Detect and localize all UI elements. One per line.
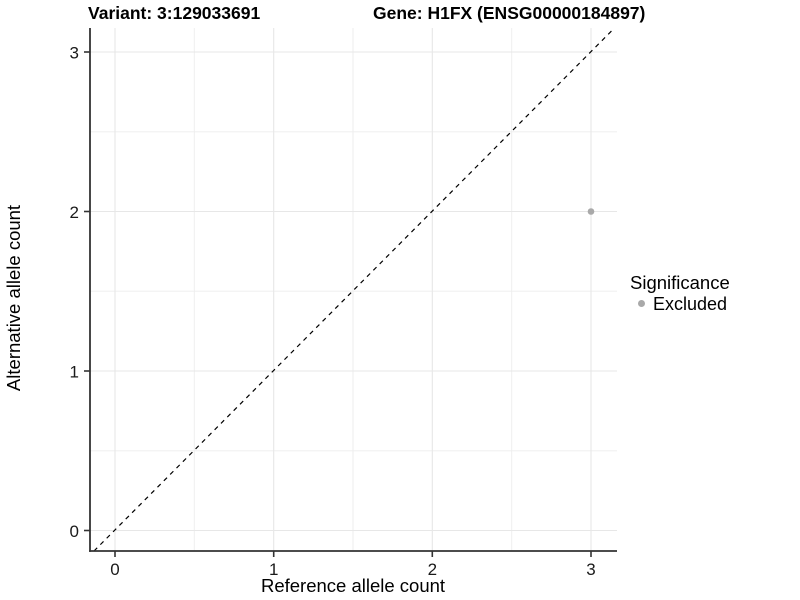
y-axis-title: Alternative allele count bbox=[3, 205, 24, 391]
y-tick-labels: 3 2 1 0 bbox=[70, 44, 79, 542]
tick-marks bbox=[84, 51, 592, 557]
plot-panel bbox=[90, 28, 617, 551]
legend-key-excluded-icon bbox=[638, 300, 645, 307]
x-tick-label-0: 0 bbox=[110, 560, 119, 579]
y-tick-label-1: 1 bbox=[70, 363, 79, 382]
variant-title: Variant: 3:129033691 bbox=[88, 3, 261, 23]
axis-lines bbox=[89, 28, 617, 552]
identity-dashed-line bbox=[93, 27, 615, 552]
gridlines-major bbox=[90, 28, 617, 551]
gridlines-minor bbox=[90, 28, 617, 551]
x-axis-title: Reference allele count bbox=[261, 575, 445, 596]
x-tick-label-1: 1 bbox=[269, 560, 278, 579]
x-tick-label-2: 2 bbox=[428, 560, 437, 579]
legend: Significance Excluded bbox=[630, 272, 730, 314]
y-tick-label-0: 0 bbox=[70, 522, 79, 541]
data-point-excluded bbox=[587, 208, 595, 215]
x-tick-label-3: 3 bbox=[586, 560, 595, 579]
y-tick-label-2: 2 bbox=[70, 203, 79, 222]
y-tick-label-3: 3 bbox=[70, 44, 79, 63]
x-tick-labels: 0 1 2 3 bbox=[110, 560, 595, 579]
gene-title: Gene: H1FX (ENSG00000184897) bbox=[373, 3, 646, 23]
legend-label-excluded: Excluded bbox=[653, 294, 727, 314]
legend-title: Significance bbox=[630, 272, 730, 293]
